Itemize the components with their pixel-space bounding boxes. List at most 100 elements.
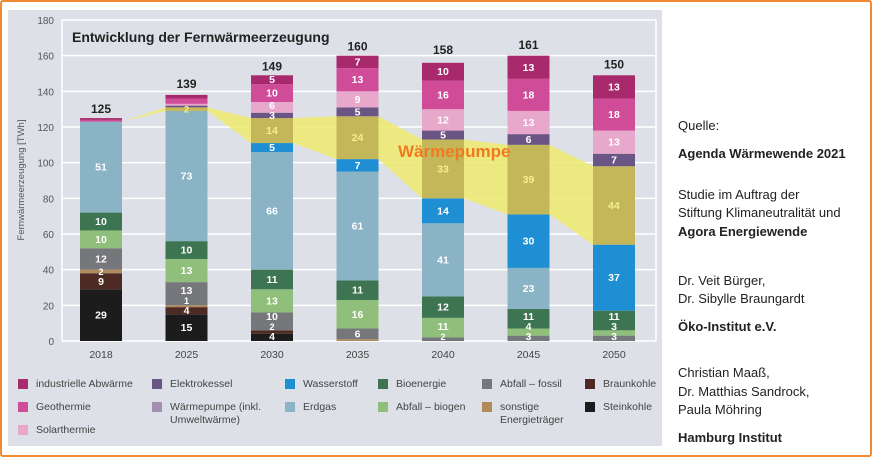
legend-swatch xyxy=(482,402,492,412)
legend-item: Geothermie xyxy=(18,401,91,414)
bar-data-label: 23 xyxy=(523,283,535,295)
legend-swatch xyxy=(152,379,162,389)
bar-segment xyxy=(507,134,550,145)
legend-label: sonstige Energieträger xyxy=(500,401,564,426)
legend-swatch xyxy=(18,402,28,412)
chart-title: Entwicklung der Fernwärmeerzeugung xyxy=(72,29,330,45)
bar-segment xyxy=(336,171,379,281)
bar-segment xyxy=(593,98,635,131)
bar-data-label: 37 xyxy=(608,272,620,284)
bar-segment xyxy=(165,282,208,306)
bar-segment xyxy=(251,75,293,85)
heat-pump-annotation: Wärmepumpe xyxy=(398,142,511,161)
bar-segment xyxy=(165,107,208,111)
bar-data-label: 11 xyxy=(437,321,448,333)
bar-data-label: 12 xyxy=(95,253,107,265)
bar-data-label: 13 xyxy=(181,265,193,277)
legend-item: Elektrokessel xyxy=(152,378,232,391)
institute-2: Hamburg Institut xyxy=(678,430,782,445)
bar-data-label: 13 xyxy=(608,137,620,149)
legend-label: Wärmepumpe (inkl. Umweltwärme) xyxy=(170,401,262,426)
bar-segment xyxy=(422,80,464,110)
bar-data-label: 9 xyxy=(355,94,361,106)
bar-segment xyxy=(80,289,122,341)
bar-segment xyxy=(507,214,550,268)
bar-segment xyxy=(336,299,379,329)
bar-segment xyxy=(165,105,208,108)
bar-segment xyxy=(80,230,122,249)
bar-segment xyxy=(251,112,293,119)
bar-segment xyxy=(165,241,208,259)
bar-segment xyxy=(507,328,550,336)
bar-data-label: 11 xyxy=(523,311,534,323)
bar-segment xyxy=(336,280,379,300)
bar-segment xyxy=(507,335,550,341)
legend-item: Braunkohle xyxy=(585,378,656,391)
x-tick-label: 2040 xyxy=(431,349,455,361)
bar-segment xyxy=(80,212,122,231)
bar-data-label: 10 xyxy=(95,216,107,228)
legend-swatch xyxy=(285,402,295,412)
bar-data-label: 11 xyxy=(352,285,363,297)
bar-segment xyxy=(422,62,464,81)
bar-segment xyxy=(251,143,293,152)
legend-item: Bioenergie xyxy=(378,378,446,391)
y-tick-label: 180 xyxy=(37,16,54,27)
bar-data-label: 3 xyxy=(526,331,532,343)
bar-segment xyxy=(251,269,293,290)
bar-segment xyxy=(336,91,379,108)
heat-pump-trend-band xyxy=(207,107,251,144)
bar-segment xyxy=(165,307,208,315)
bar-segment xyxy=(422,139,464,199)
bar-total-label: 139 xyxy=(176,77,196,91)
legend-label: Elektrokessel xyxy=(170,378,233,390)
bar-segment xyxy=(593,130,635,154)
bar-segment xyxy=(507,144,550,215)
legend-label: Abfall – biogen xyxy=(396,401,466,413)
legend-item: industrielle Abwärme xyxy=(18,378,133,391)
bar-segment xyxy=(336,328,379,340)
legend-item: Steinkohle xyxy=(585,401,652,414)
bar-segment xyxy=(422,337,464,341)
y-tick-label: 60 xyxy=(43,230,55,241)
bar-data-label: 3 xyxy=(269,110,275,122)
bar-data-label: 18 xyxy=(523,89,535,101)
y-tick-label: 100 xyxy=(37,159,54,170)
bar-segment xyxy=(165,103,208,106)
bar-segment xyxy=(507,78,550,111)
bar-data-label: 73 xyxy=(181,171,193,183)
bar-segment xyxy=(80,248,122,270)
bar-segment xyxy=(422,198,464,224)
bar-data-label: 14 xyxy=(437,205,449,217)
authors-2-line-2: Dr. Matthias Sandrock, xyxy=(678,384,810,399)
bar-segment xyxy=(80,119,122,122)
study-line-2: Stiftung Klimaneutralität und xyxy=(678,205,841,220)
bar-data-label: 9 xyxy=(98,276,104,288)
bar-segment xyxy=(80,273,122,290)
bar-data-label: 7 xyxy=(355,56,361,68)
bar-segment xyxy=(251,289,293,313)
bar-segment xyxy=(251,151,293,270)
heat-pump-trend-band xyxy=(293,116,337,160)
legend-label: Geothermie xyxy=(36,401,91,413)
bar-data-label: 24 xyxy=(352,132,364,144)
bar-total-label: 158 xyxy=(433,43,453,57)
bar-data-label: 10 xyxy=(266,88,278,100)
x-tick-label: 2030 xyxy=(260,349,284,361)
bar-data-label: 29 xyxy=(95,310,107,322)
bar-segment xyxy=(80,269,122,274)
bar-data-label: 12 xyxy=(437,302,449,314)
y-tick-label: 80 xyxy=(43,194,55,205)
legend-label: Erdgas xyxy=(303,401,337,413)
legend-item: sonstige Energieträger xyxy=(482,401,564,427)
bar-segment xyxy=(422,317,464,338)
heat-pump-trend-band xyxy=(464,139,508,215)
bar-total-label: 149 xyxy=(262,59,282,73)
legend-item: Erdgas xyxy=(285,401,336,414)
bar-data-label: 44 xyxy=(608,200,620,212)
x-tick-label: 2035 xyxy=(346,349,370,361)
y-tick-label: 0 xyxy=(48,337,54,348)
bar-segment xyxy=(336,159,379,172)
x-tick-label: 2025 xyxy=(175,349,199,361)
